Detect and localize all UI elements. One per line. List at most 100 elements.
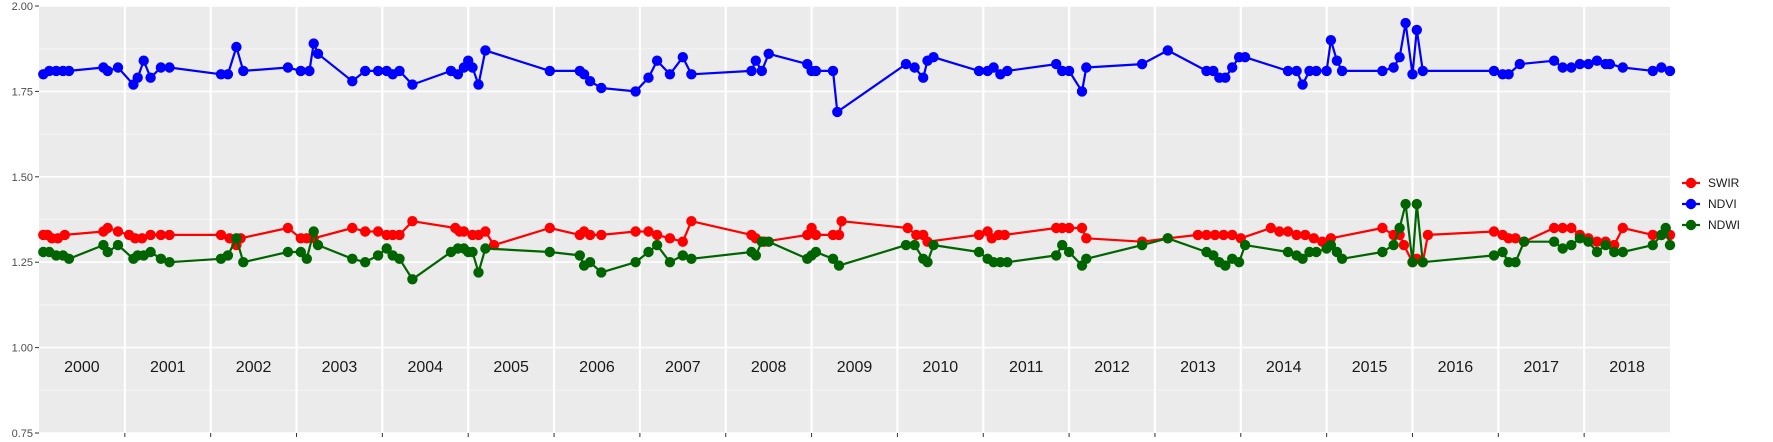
data-point-ndvi (1388, 62, 1399, 73)
data-point-ndvi (827, 65, 839, 77)
data-point-ndvi (750, 55, 761, 66)
data-point-ndwi (900, 239, 912, 251)
year-label: 2014 (1266, 359, 1302, 376)
data-point-ndvi (746, 65, 757, 77)
data-point-ndwi (1220, 260, 1231, 271)
data-point-ndvi (1407, 69, 1418, 80)
data-point-swir (1566, 222, 1577, 234)
data-point-swir (677, 236, 688, 247)
data-point-swir (282, 222, 294, 234)
data-point-ndvi (1503, 69, 1514, 80)
data-point-ndvi (1400, 17, 1411, 29)
data-point-ndvi (1664, 65, 1676, 77)
legend-item-swir: SWIR (1682, 176, 1740, 190)
data-point-ndvi (1081, 62, 1092, 73)
data-point-ndwi (1591, 246, 1603, 258)
data-point-ndwi (1208, 250, 1219, 261)
data-point-swir (1218, 229, 1229, 241)
data-point-ndvi (1656, 62, 1667, 73)
data-point-ndwi (1497, 246, 1508, 258)
data-point-ndwi (643, 246, 654, 258)
year-label: 2015 (1352, 359, 1388, 376)
data-point-ndvi (763, 48, 774, 59)
data-point-ndvi (132, 72, 143, 83)
data-point-ndwi (686, 253, 697, 264)
data-point-swir (1422, 229, 1434, 241)
data-point-ndvi (810, 65, 822, 77)
data-point-ndvi (112, 62, 124, 73)
data-point-ndvi (467, 62, 478, 73)
data-point-swir (1201, 229, 1212, 241)
data-point-ndwi (467, 246, 478, 258)
data-point-ndwi (1051, 250, 1062, 261)
data-point-ndwi (1336, 253, 1348, 264)
data-point-ndvi (988, 62, 999, 73)
data-point-ndvi (164, 62, 175, 73)
data-point-swir (1591, 236, 1603, 247)
data-point-ndwi (544, 246, 555, 258)
data-point-ndvi (452, 69, 464, 80)
data-point-swir (643, 226, 654, 237)
data-point-swir (1274, 226, 1285, 237)
data-point-ndvi (1574, 58, 1586, 70)
data-point-swir (407, 216, 418, 227)
data-point-ndwi (222, 250, 234, 261)
data-point-ndwi (1233, 257, 1245, 268)
data-point-ndwi (584, 257, 596, 268)
data-point-ndwi (928, 239, 939, 251)
data-point-ndwi (1407, 257, 1418, 268)
data-point-ndvi (360, 65, 371, 77)
data-point-ndvi (138, 55, 149, 66)
year-label: 2001 (150, 359, 186, 376)
year-label: 2004 (407, 359, 443, 376)
data-point-ndwi (312, 239, 324, 251)
data-point-swir (136, 233, 148, 244)
legend-item-ndwi: NDWI (1682, 218, 1740, 232)
data-point-swir (1647, 229, 1659, 241)
data-point-ndwi (1136, 239, 1148, 251)
data-point-ndvi (664, 69, 676, 80)
data-point-ndvi (1488, 65, 1500, 77)
data-point-ndvi (1331, 55, 1343, 66)
year-label: 2017 (1523, 359, 1559, 376)
series-ndvi (38, 17, 1676, 118)
data-point-ndvi (1617, 62, 1629, 73)
data-point-ndwi (630, 257, 641, 268)
data-point-ndvi (578, 69, 590, 80)
year-label: 2005 (493, 359, 529, 376)
data-point-ndvi (832, 106, 843, 118)
data-point-ndwi (231, 233, 242, 244)
data-point-ndwi (1488, 250, 1500, 261)
data-point-ndvi (145, 72, 156, 83)
data-point-swir (1192, 229, 1204, 241)
data-point-ndvi (544, 65, 555, 77)
data-point-ndwi (833, 260, 845, 271)
data-point-swir (1308, 233, 1320, 244)
data-point-swir (651, 229, 663, 241)
data-point-swir (155, 229, 167, 241)
data-point-swir (347, 222, 358, 234)
year-label: 2006 (579, 359, 615, 376)
data-point-ndwi (295, 246, 306, 258)
legend-key-point (1685, 198, 1697, 210)
data-point-ndvi (1514, 58, 1526, 70)
data-point-ndwi (1325, 239, 1337, 251)
data-point-swir (164, 229, 175, 241)
y-tick-label: 1.25 (12, 257, 33, 269)
data-point-ndvi (308, 38, 319, 49)
data-point-ndvi (1557, 62, 1568, 73)
legend-key-point (1685, 177, 1697, 189)
data-point-ndvi (686, 69, 697, 80)
data-point-swir (145, 229, 156, 241)
data-point-ndvi (909, 62, 920, 73)
data-point-swir (1265, 222, 1277, 234)
data-point-ndwi (1417, 257, 1429, 268)
y-tick-label: 2.00 (12, 1, 33, 13)
data-point-ndvi (677, 52, 688, 63)
year-label: 2009 (837, 359, 873, 376)
data-point-ndwi (480, 243, 491, 254)
data-point-ndwi (394, 253, 405, 264)
data-point-ndwi (360, 257, 371, 268)
data-point-ndwi (407, 274, 418, 285)
